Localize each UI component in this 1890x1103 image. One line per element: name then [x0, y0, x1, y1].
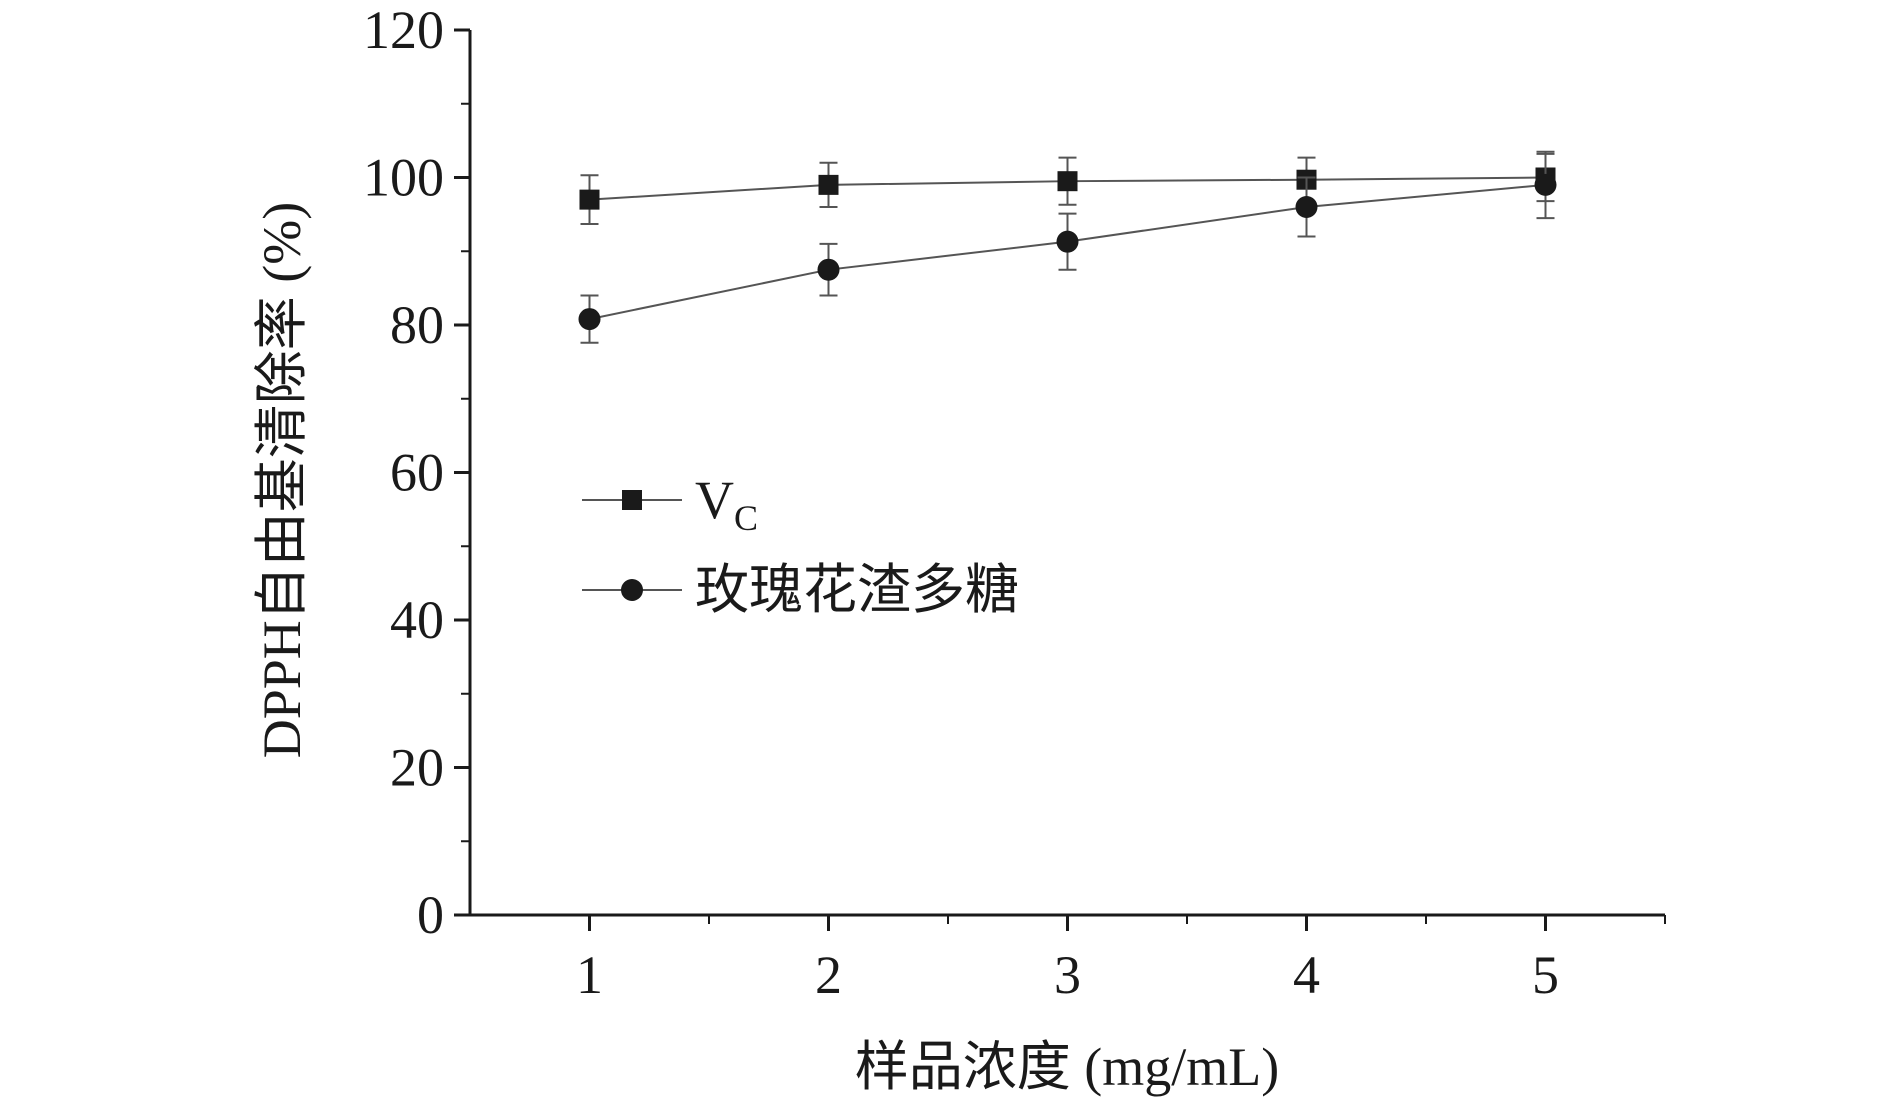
data-point-polysaccharide	[1295, 196, 1318, 218]
y-axis-title: DPPH自由基清除率 (%)	[252, 202, 312, 759]
x-ticks: 1 2 3 4 5	[576, 915, 1666, 1005]
y-ticks: 0 20 40 60 80 100 120	[363, 0, 470, 945]
legend-marker-circle	[621, 579, 643, 601]
data-point-polysaccharide	[817, 258, 840, 281]
x-tick-label: 5	[1532, 945, 1559, 1005]
x-tick-label: 3	[1054, 945, 1081, 1005]
data-point-polysaccharide	[1534, 173, 1557, 196]
y-tick-label: 80	[390, 295, 444, 355]
x-tick-label: 1	[576, 945, 603, 1005]
y-tick-label: 40	[390, 590, 444, 650]
y-tick-label: 20	[390, 738, 444, 798]
y-tick-label: 100	[363, 148, 444, 208]
y-tick-label: 60	[390, 443, 444, 503]
data-point-polysaccharide	[578, 308, 601, 331]
legend-label-vc-main: V	[695, 470, 734, 530]
x-tick-label: 4	[1293, 945, 1320, 1005]
y-tick-label: 0	[417, 885, 444, 945]
legend-marker-square	[622, 490, 642, 510]
legend-label-vc: VC	[695, 470, 758, 538]
series-layer	[578, 150, 1557, 344]
legend-label-polysaccharide: 玫瑰花渣多糖	[695, 560, 1019, 620]
data-point-vc	[818, 174, 839, 195]
y-tick-label: 120	[363, 0, 444, 60]
x-axis-title: 样品浓度 (mg/mL)	[855, 1037, 1279, 1097]
x-tick-label: 2	[815, 945, 842, 1005]
data-point-vc	[1057, 171, 1078, 192]
data-point-polysaccharide	[1056, 230, 1079, 253]
data-point-vc	[579, 189, 600, 210]
legend-label-vc-subscript: C	[734, 498, 758, 538]
legend: VC 玫瑰花渣多糖	[582, 470, 1019, 620]
